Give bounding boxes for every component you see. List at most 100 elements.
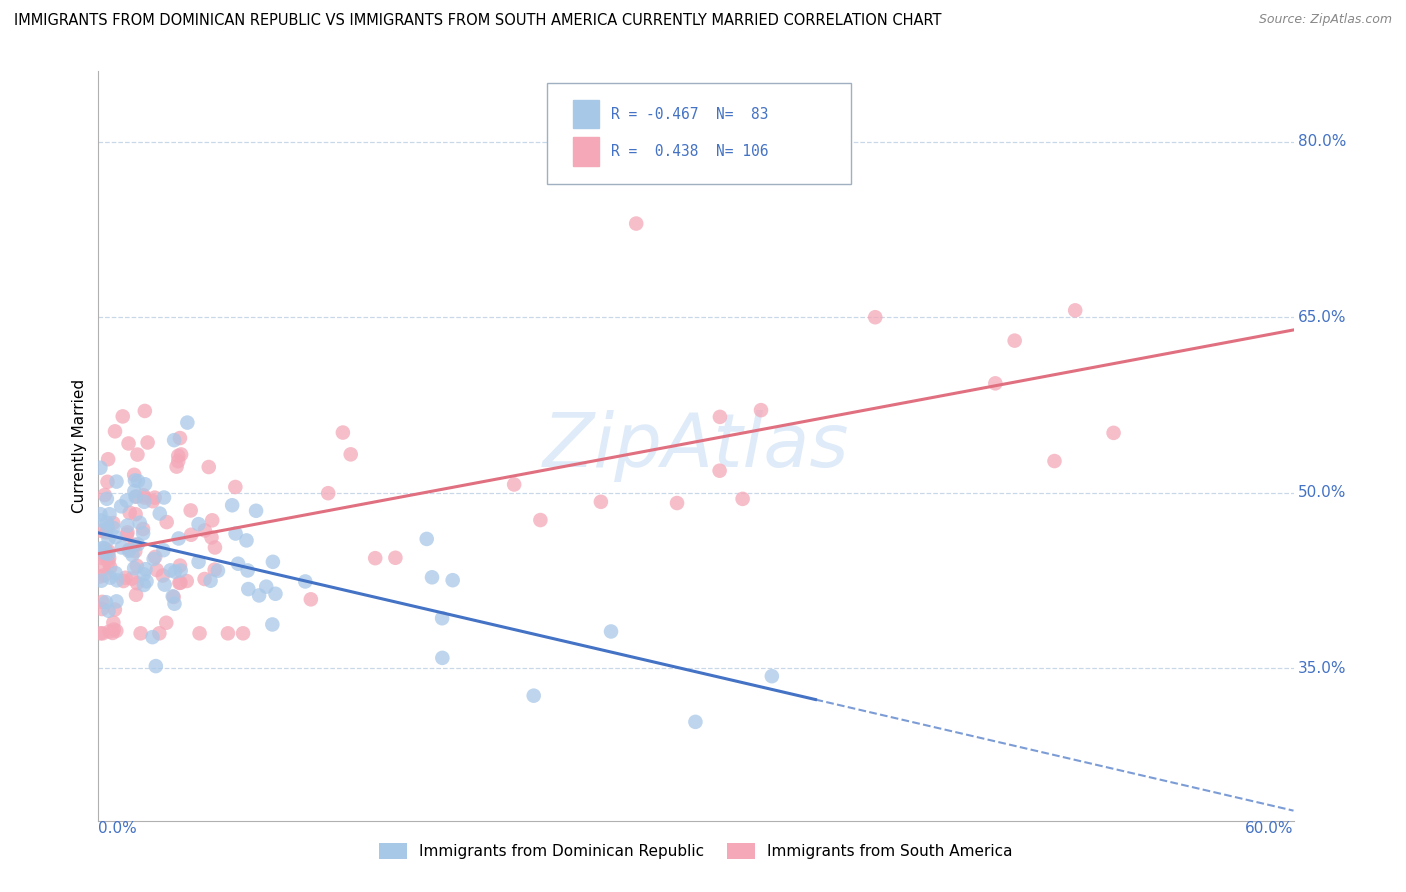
Point xyxy=(247,589,270,603)
Point xyxy=(441,573,464,587)
Text: 0.0%: 0.0% xyxy=(98,821,138,836)
Point xyxy=(125,558,148,573)
Point xyxy=(749,403,772,417)
Point xyxy=(89,460,111,475)
Text: Source: ZipAtlas.com: Source: ZipAtlas.com xyxy=(1258,13,1392,27)
Point xyxy=(685,714,707,729)
Point xyxy=(207,564,229,578)
Point xyxy=(170,564,193,578)
Point xyxy=(294,574,316,589)
Point xyxy=(166,459,188,474)
Point xyxy=(221,498,243,512)
Point xyxy=(153,577,176,591)
Point xyxy=(153,491,176,505)
Point xyxy=(136,435,159,450)
Point xyxy=(97,547,120,561)
Point xyxy=(201,513,224,527)
Point xyxy=(143,549,166,564)
Point xyxy=(97,604,120,618)
Point xyxy=(145,659,167,673)
Point xyxy=(96,525,118,540)
Point xyxy=(523,689,546,703)
Point xyxy=(96,475,118,489)
FancyBboxPatch shape xyxy=(547,83,852,184)
Point xyxy=(103,521,125,535)
Point xyxy=(96,491,118,506)
Point xyxy=(600,624,623,639)
Point xyxy=(105,624,128,638)
Point xyxy=(97,521,120,535)
Point xyxy=(132,567,155,582)
Point xyxy=(127,448,149,462)
Point xyxy=(117,518,139,533)
Point xyxy=(264,587,287,601)
Text: IMMIGRANTS FROM DOMINICAN REPUBLIC VS IMMIGRANTS FROM SOUTH AMERICA CURRENTLY MA: IMMIGRANTS FROM DOMINICAN REPUBLIC VS IM… xyxy=(14,13,942,29)
Point xyxy=(167,449,190,463)
Point xyxy=(364,551,387,566)
Point xyxy=(865,310,887,325)
Point xyxy=(152,568,174,582)
Point xyxy=(118,543,141,558)
Point xyxy=(217,626,239,640)
Point xyxy=(332,425,354,440)
Text: R =  0.438  N= 106: R = 0.438 N= 106 xyxy=(612,144,769,159)
Point xyxy=(89,507,111,521)
Point xyxy=(124,538,146,552)
Point xyxy=(93,558,115,573)
Point xyxy=(984,376,1007,391)
Point xyxy=(90,602,112,616)
Point xyxy=(163,590,186,604)
Point xyxy=(105,475,128,489)
Point xyxy=(93,541,115,555)
Point xyxy=(626,217,648,231)
Point xyxy=(200,574,222,588)
Text: 65.0%: 65.0% xyxy=(1298,310,1346,325)
Point xyxy=(121,548,143,562)
Point xyxy=(124,474,146,488)
Point xyxy=(124,490,146,504)
Point xyxy=(103,615,125,630)
Point xyxy=(299,592,322,607)
Point xyxy=(115,527,138,541)
Text: 80.0%: 80.0% xyxy=(1298,134,1346,149)
Point xyxy=(97,452,120,467)
Point xyxy=(204,541,226,555)
Point xyxy=(187,555,209,569)
Point xyxy=(91,550,114,565)
Point xyxy=(104,425,127,439)
Point xyxy=(117,525,139,540)
Point xyxy=(152,543,174,558)
Point xyxy=(104,530,127,544)
Point xyxy=(90,524,112,538)
Point xyxy=(503,477,526,491)
Point xyxy=(225,526,247,541)
Point xyxy=(98,560,121,574)
Point xyxy=(103,516,125,530)
Point xyxy=(589,495,612,509)
Point xyxy=(142,552,165,566)
Point xyxy=(204,563,226,577)
Point xyxy=(97,544,120,558)
Point xyxy=(125,588,148,602)
Point xyxy=(187,517,209,532)
Point xyxy=(96,516,118,530)
Point xyxy=(169,431,191,445)
Point xyxy=(93,488,115,502)
Point xyxy=(134,404,156,418)
Text: 60.0%: 60.0% xyxy=(1246,821,1294,836)
Point xyxy=(135,574,157,589)
Point xyxy=(93,568,115,582)
Point xyxy=(238,582,260,596)
Point xyxy=(232,626,254,640)
Point xyxy=(1004,334,1026,348)
Point xyxy=(127,537,149,551)
Point xyxy=(122,561,145,575)
Point xyxy=(98,551,121,566)
Point xyxy=(236,564,259,578)
Point xyxy=(111,409,134,424)
Point xyxy=(124,507,146,521)
Point xyxy=(180,503,202,517)
Point xyxy=(200,531,222,545)
Point xyxy=(121,572,143,586)
Point xyxy=(167,532,190,546)
